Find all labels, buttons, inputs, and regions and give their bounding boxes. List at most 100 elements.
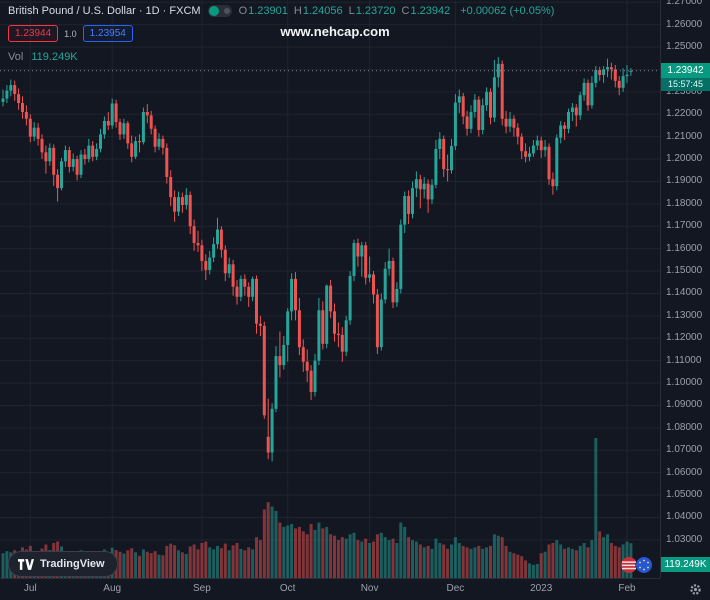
tradingview-logo-badge[interactable]: TradingView [8, 551, 118, 577]
volume-bar [294, 528, 297, 578]
time-axis-label: Nov [360, 583, 379, 594]
sell-button[interactable]: 1.23944 [8, 25, 59, 42]
volume-bar [477, 545, 481, 578]
volume-bar [473, 547, 477, 578]
volume-bar [407, 537, 411, 578]
volume-bar [134, 552, 138, 578]
candle-body [539, 140, 543, 151]
candle-body [239, 278, 243, 297]
buy-button[interactable]: 1.23954 [82, 25, 133, 42]
candle-body [79, 154, 83, 175]
candle-body [44, 152, 48, 162]
toggle-off-dot-icon [223, 8, 230, 14]
volume-bar [508, 551, 512, 578]
volume-bar [516, 554, 520, 578]
candle-body [118, 122, 122, 135]
volume-bar [290, 524, 294, 578]
volume-bar [574, 550, 578, 578]
candle-body [212, 244, 216, 258]
candle-body [56, 174, 60, 189]
price-axis-label: 1.19000 [666, 175, 703, 187]
candle-body [520, 136, 524, 152]
volume-bar [157, 554, 161, 578]
volume-bar [414, 541, 418, 578]
axis-corner [660, 578, 710, 600]
event-flag-eu-icon [635, 556, 653, 574]
volume-bar [278, 522, 282, 578]
price-axis-label: 1.16000 [666, 242, 703, 254]
volume-bar [446, 548, 450, 578]
candle-body [551, 179, 555, 187]
candle-body [418, 179, 422, 190]
volume-bar [208, 547, 212, 578]
candle-body [340, 334, 344, 352]
volume-bar [177, 550, 180, 578]
volume-bar [375, 534, 379, 578]
volume-bar [368, 543, 372, 578]
price-axis-label: 1.10000 [666, 377, 703, 389]
volume-bar [340, 537, 344, 578]
volume-bar [196, 549, 200, 578]
volume-bar [333, 535, 336, 578]
candle-body [266, 436, 270, 453]
time-axis-label: Dec [446, 583, 465, 594]
close-value: 1.23942 [410, 5, 451, 17]
price-axis-label: 1.25000 [666, 41, 703, 53]
candle-body [547, 146, 551, 180]
symbol-title[interactable]: British Pound / U.S. Dollar · 1D · FXCM [8, 5, 201, 17]
candle-body [602, 69, 606, 76]
candle-body [492, 77, 496, 118]
candle-body [173, 197, 177, 212]
candle-body [586, 82, 590, 106]
candle-body [169, 176, 173, 198]
price-axis-label: 1.04000 [666, 511, 703, 523]
axis-settings-button[interactable] [689, 583, 702, 596]
volume-bar [282, 526, 286, 578]
volume-bar [395, 543, 399, 578]
candle-body [516, 127, 520, 137]
candle-body [535, 140, 539, 146]
candle-body [567, 112, 570, 129]
volume-bar [255, 537, 258, 578]
low-value: 1.23720 [355, 5, 396, 17]
bar-countdown-timer: 15:57:45 [661, 77, 710, 91]
candle-body [52, 147, 56, 175]
volume-bar [399, 522, 403, 578]
volume-bar [520, 556, 524, 578]
event-flags[interactable] [620, 555, 654, 580]
volume-bar [169, 543, 173, 578]
volume-legend: Vol 119.249K [8, 51, 78, 63]
candle-body [184, 194, 188, 205]
volume-bar [453, 537, 457, 578]
candle-body [457, 96, 461, 103]
volume-bar [360, 541, 364, 578]
volume-label[interactable]: Vol [8, 51, 24, 63]
volume-bar [286, 525, 290, 578]
volume-bar [364, 538, 368, 578]
candle-body [594, 70, 598, 83]
candle-body [434, 148, 438, 185]
candle-body [446, 169, 450, 171]
volume-bar [528, 563, 531, 578]
time-axis[interactable]: Jul Aug Sep Oct Nov Dec 2023 Feb [0, 578, 710, 600]
market-status-toggle[interactable] [207, 5, 232, 17]
candle-body [286, 311, 290, 345]
volume-bar [379, 532, 383, 578]
volume-bar [165, 545, 169, 578]
event-flag-us-icon [621, 557, 637, 573]
candle-body [28, 118, 32, 137]
candle-body [411, 188, 414, 214]
candle-body [606, 67, 609, 70]
candle-body [102, 120, 106, 135]
candle-body [219, 229, 223, 250]
volume-bar [247, 547, 251, 578]
volume-bar [461, 545, 465, 578]
current-volume-badge: 119.249K [661, 557, 710, 572]
volume-bar [188, 546, 192, 578]
candle-body [60, 161, 63, 189]
candle-body [352, 243, 356, 276]
candle-body [414, 179, 418, 189]
volume-bar [122, 553, 126, 578]
volume-bar [184, 554, 188, 578]
